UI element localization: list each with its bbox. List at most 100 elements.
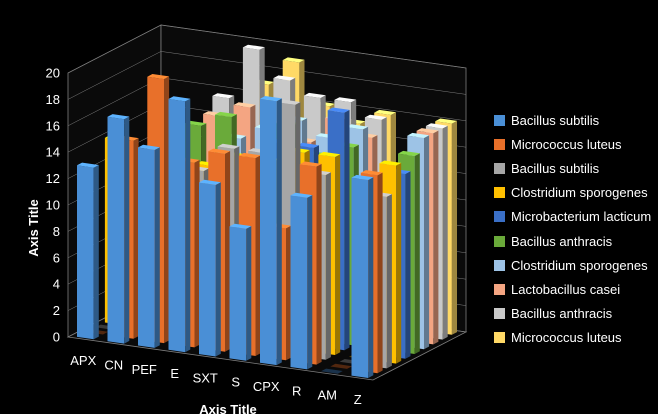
bar-top	[299, 161, 322, 167]
legend-label: Microbacterium lacticum	[511, 209, 652, 225]
bar-side	[286, 225, 292, 361]
bar-top	[327, 107, 350, 113]
y-tick-label: 18	[46, 92, 60, 107]
legend-item: Bacillus anthracis	[494, 229, 658, 253]
x-tick-label: S	[231, 375, 240, 390]
bar-front	[168, 99, 186, 353]
x-tick-label: CN	[104, 357, 123, 372]
bar-top	[407, 132, 430, 138]
bar-front	[107, 116, 125, 344]
chart-bars	[77, 44, 457, 378]
bar-side	[215, 182, 221, 357]
bar	[260, 96, 282, 366]
bar-top	[282, 57, 305, 63]
bar	[290, 192, 313, 370]
y-tick-label: 10	[46, 198, 60, 213]
legend-label: Bacillus subtilis	[511, 160, 600, 176]
y-gridline	[67, 24, 467, 74]
bar-side	[442, 125, 448, 340]
bar-side	[194, 159, 200, 348]
legend-swatch	[494, 235, 505, 247]
bar-side	[433, 130, 439, 345]
bar-top	[379, 160, 402, 166]
bar-top	[212, 93, 235, 99]
legend-label: Bacillus anthracis	[511, 306, 613, 322]
legend-item: Micrococcus luteus	[494, 132, 658, 156]
bar-top	[351, 174, 374, 180]
bar	[138, 144, 160, 348]
bar-side	[386, 194, 392, 369]
bar-top	[398, 150, 420, 156]
bar-top	[199, 179, 221, 185]
bar-side	[255, 155, 261, 356]
bar-top	[360, 170, 383, 176]
bar-side	[154, 147, 160, 348]
bar-side	[377, 172, 383, 374]
bar-top	[217, 143, 240, 149]
bar-top	[147, 74, 170, 80]
bar-top	[168, 96, 191, 102]
legend-label: Bacillus anthracis	[511, 233, 613, 249]
bar-side	[164, 76, 170, 344]
bar-side	[316, 163, 322, 365]
bar-side	[185, 98, 191, 353]
bar-side	[325, 172, 331, 360]
y-tick-label: 20	[46, 66, 60, 81]
legend-item: Clostridium sporogenes	[494, 253, 658, 277]
legend-swatch	[494, 259, 505, 271]
legend-label: Micrococcus luteus	[511, 136, 622, 152]
bar-front	[138, 147, 155, 348]
bar-front	[77, 165, 94, 340]
legend-item: Lactobacillus casei	[494, 277, 658, 301]
bar-top	[435, 118, 457, 124]
x-tick-label: APX	[70, 353, 96, 368]
x-tick-label: CPX	[253, 379, 280, 394]
bar-top	[260, 96, 282, 102]
legend-swatch	[494, 114, 505, 126]
x-axis-title: Axis Title	[199, 402, 257, 414]
x-tick-label: Z	[354, 392, 362, 407]
bar-side	[344, 109, 350, 351]
bar-side	[246, 226, 252, 361]
bar-front	[351, 177, 369, 378]
legend-item: Microbacterium lacticum	[494, 205, 658, 229]
bar-front	[290, 195, 308, 370]
bar-side	[276, 98, 282, 366]
bar	[351, 174, 374, 378]
legend-swatch	[494, 187, 505, 199]
bar-side	[368, 177, 374, 378]
legend-item: Clostridium sporogenes	[494, 181, 658, 205]
bar-side	[414, 153, 420, 354]
y-tick-label: 12	[46, 171, 60, 186]
legend-swatch	[494, 332, 505, 344]
y-tick-label: 8	[53, 224, 60, 239]
legend-swatch	[494, 211, 505, 223]
legend-swatch	[494, 283, 505, 295]
y-gridline	[67, 51, 467, 100]
bar-front	[260, 98, 277, 366]
y-tick-label: 16	[46, 118, 60, 133]
x-tick-label: E	[170, 366, 179, 381]
x-tick-label: PEF	[132, 362, 157, 377]
legend-item: Micrococcus luteus	[494, 326, 658, 350]
bar	[168, 96, 191, 353]
legend-label: Clostridium sporogenes	[511, 257, 648, 273]
bar-top	[334, 97, 357, 103]
legend-swatch	[494, 162, 505, 174]
legend-label: Micrococcus luteus	[511, 330, 622, 346]
x-tick-label: SXT	[193, 370, 218, 385]
bar-top	[297, 142, 319, 148]
y-tick-label: 2	[53, 303, 60, 318]
x-tick-label: AM	[318, 388, 338, 403]
bar-top	[290, 192, 313, 198]
bar-top	[425, 123, 448, 129]
bar-front	[199, 182, 216, 357]
legend-item: Bacillus anthracis	[494, 302, 658, 326]
bar-top	[208, 148, 231, 154]
x-tick-label: R	[292, 383, 301, 398]
bar-side	[335, 154, 341, 355]
legend-item: Bacillus subtilis	[494, 108, 658, 132]
bar-side	[451, 120, 457, 335]
y-tick-label: 4	[53, 277, 60, 292]
